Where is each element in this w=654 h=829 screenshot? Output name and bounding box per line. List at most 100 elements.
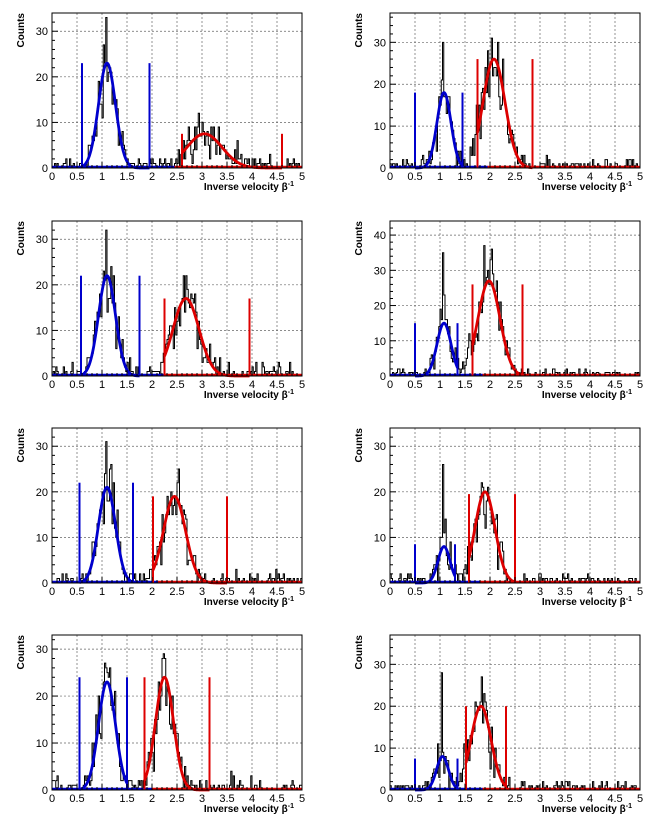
x-tick-label: 3.5 <box>219 586 234 598</box>
red-gaussian-fit <box>464 704 508 788</box>
x-tick-label: 3 <box>537 171 543 183</box>
y-axis-label: Counts <box>354 13 365 48</box>
x-tick-label: 2 <box>149 171 155 183</box>
x-tick-label: 4.5 <box>269 793 284 805</box>
x-tick-label: 0 <box>387 586 393 598</box>
x-tick-label: 0.5 <box>69 379 84 391</box>
y-tick-label: 0 <box>380 371 386 383</box>
x-tick-label: 1.5 <box>457 586 472 598</box>
x-tick-label: 2 <box>487 379 493 391</box>
y-tick-label: 10 <box>374 336 386 348</box>
x-tick-label: 1 <box>437 379 443 391</box>
x-tick-label: 3.5 <box>219 793 234 805</box>
x-axis-label-superscript: -1 <box>626 181 632 188</box>
x-axis-label-superscript: -1 <box>626 803 632 810</box>
x-tick-label: 5 <box>637 586 643 598</box>
x-tick-label: 3 <box>199 793 205 805</box>
x-tick-label: 4.5 <box>607 793 622 805</box>
y-tick-label: 30 <box>36 644 48 656</box>
x-tick-label: 2.5 <box>169 793 184 805</box>
x-tick-label: 1 <box>99 171 105 183</box>
x-tick-label: 4 <box>587 586 593 598</box>
x-tick-label: 4.5 <box>269 586 284 598</box>
x-tick-label: 3.5 <box>557 586 572 598</box>
y-tick-label: 0 <box>380 785 386 797</box>
x-tick-label: 3 <box>537 586 543 598</box>
x-tick-label: 1.5 <box>119 379 134 391</box>
blue-gaussian-fit <box>81 61 151 170</box>
x-tick-label: 1.5 <box>457 171 472 183</box>
x-tick-label: 1 <box>99 586 105 598</box>
x-tick-label: 0.5 <box>69 171 84 183</box>
blue-gaussian-fit <box>79 274 141 378</box>
x-tick-label: 3 <box>199 171 205 183</box>
red-gaussian-fit <box>471 279 524 377</box>
x-tick-label: 3.5 <box>557 793 572 805</box>
x-tick-label: 4.5 <box>607 586 622 598</box>
x-axis-label: Inverse velocity β-1 <box>542 596 632 608</box>
x-tick-label: 5 <box>637 793 643 805</box>
x-tick-label: 0 <box>49 171 55 183</box>
y-tick-label: 20 <box>374 487 386 499</box>
blue-gaussian-fit <box>78 680 129 791</box>
y-tick-label: 0 <box>380 163 386 175</box>
x-axis-label-superscript: -1 <box>288 803 294 810</box>
x-tick-label: 3 <box>537 793 543 805</box>
x-tick-label: 5 <box>637 379 643 391</box>
data-histogram <box>52 653 303 791</box>
panel-row3-left: 0 0.5 1 1.5 2 2.5 3 3.5 4 4.5 5 0 10 20 30 Counts Invers… <box>16 427 305 608</box>
y-tick-label: 30 <box>36 26 48 38</box>
x-tick-label: 2.5 <box>169 379 184 391</box>
x-axis-label: Inverse velocity β-1 <box>204 596 294 608</box>
y-axis-label: Counts <box>16 635 27 670</box>
x-tick-label: 3 <box>537 379 543 391</box>
x-tick-label: 4 <box>249 793 255 805</box>
y-axis-label: Counts <box>16 13 27 48</box>
x-tick-label: 4 <box>249 379 255 391</box>
y-tick-label: 0 <box>42 371 48 383</box>
x-tick-label: 4 <box>587 793 593 805</box>
x-tick-label: 2 <box>149 379 155 391</box>
panel-row4-right: 0 0.5 1 1.5 2 2.5 3 3.5 4 4.5 5 0 10 20 30 Counts Invers… <box>354 634 643 815</box>
x-axis-label-text: Inverse velocity β <box>542 182 626 193</box>
x-axis-label: Inverse velocity β-1 <box>204 389 294 401</box>
y-tick-label: 20 <box>374 301 386 313</box>
y-axis-label: Counts <box>354 635 365 670</box>
x-axis-label: Inverse velocity β-1 <box>542 389 632 401</box>
x-tick-label: 5 <box>299 379 305 391</box>
x-tick-label: 1 <box>437 171 443 183</box>
x-tick-label: 0 <box>387 171 393 183</box>
panel-row2-right: 0 0.5 1 1.5 2 2.5 3 3.5 4 4.5 5 0 10 20 30 40 Counts Inve… <box>354 220 643 401</box>
y-tick-label: 10 <box>36 738 48 750</box>
y-tick-label: 20 <box>374 79 386 91</box>
y-axis-label: Counts <box>354 428 365 463</box>
x-tick-label: 3.5 <box>557 171 572 183</box>
y-axis-label: Counts <box>16 428 27 463</box>
x-tick-label: 0 <box>387 793 393 805</box>
x-tick-label: 2.5 <box>507 793 522 805</box>
x-tick-label: 1 <box>437 793 443 805</box>
x-tick-label: 5 <box>299 171 305 183</box>
x-axis-label-text: Inverse velocity β <box>204 182 288 193</box>
y-tick-label: 0 <box>42 578 48 590</box>
x-tick-label: 2 <box>149 586 155 598</box>
y-tick-label: 10 <box>374 743 386 755</box>
x-tick-label: 1.5 <box>457 793 472 805</box>
y-tick-label: 30 <box>374 441 386 453</box>
x-tick-label: 2.5 <box>169 586 184 598</box>
y-tick-label: 0 <box>42 785 48 797</box>
y-tick-label: 10 <box>374 532 386 544</box>
x-tick-label: 4 <box>587 379 593 391</box>
y-tick-label: 10 <box>36 117 48 129</box>
x-tick-label: 0 <box>49 379 55 391</box>
x-tick-label: 1.5 <box>457 379 472 391</box>
y-tick-label: 40 <box>374 230 386 242</box>
x-tick-label: 4.5 <box>607 171 622 183</box>
x-tick-label: 2.5 <box>507 586 522 598</box>
y-tick-label: 10 <box>36 325 48 337</box>
x-axis-label-text: Inverse velocity β <box>204 804 288 815</box>
x-axis-label: Inverse velocity β-1 <box>204 803 294 815</box>
x-tick-label: 0.5 <box>69 793 84 805</box>
blue-gaussian-fit <box>78 485 135 584</box>
